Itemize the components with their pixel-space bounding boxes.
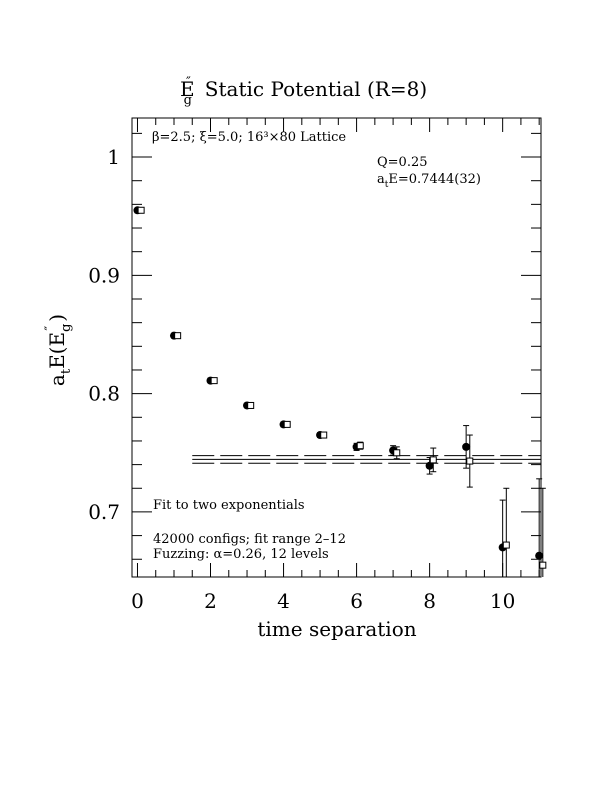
x-tick-label: 4: [277, 589, 290, 613]
x-tick-label: 8: [423, 589, 436, 613]
axis-ticks: [132, 118, 541, 577]
ylabel-prefix: a: [45, 374, 69, 386]
title-main: E: [180, 77, 195, 101]
data-point-square: [356, 442, 364, 450]
data-point-square: [466, 457, 474, 465]
x-tick-label: 10: [490, 589, 515, 613]
data-point-circle: [425, 461, 434, 470]
data-point-square: [320, 431, 328, 439]
configs-annotation: 42000 configs; fit range 2–12: [153, 532, 346, 547]
energy-annotation: atE=0.7444(32): [377, 172, 481, 190]
y-tick-label: 0.9: [88, 263, 120, 287]
y-tick-label: 0.7: [88, 500, 120, 524]
data-point-circle: [462, 442, 471, 451]
ylabel-mid: E(E: [45, 332, 69, 369]
title-rest: Static Potential (R=8): [205, 77, 427, 101]
title-sub: g: [184, 93, 192, 108]
data-point-circle: [535, 551, 544, 560]
fit-annotation: Fit to two exponentials: [153, 498, 305, 513]
data-point-square: [247, 401, 255, 409]
x-axis-label: time separation: [257, 617, 416, 641]
energy-sub: t: [385, 180, 389, 190]
ylabel-sub2: g: [59, 324, 74, 332]
plot-frame: [131, 117, 542, 578]
y-axis-label: atE(Eg″): [43, 314, 74, 386]
energy-prefix: a: [377, 172, 385, 187]
x-tick-label: 6: [350, 589, 363, 613]
tick-labels: 0 2 4 6 8 10 0.7 0.8 0.9 1: [88, 145, 515, 613]
data-point-square: [393, 449, 401, 457]
q-annotation: Q=0.25: [377, 155, 428, 170]
fuzzing-annotation: Fuzzing: α=0.26, 12 levels: [153, 547, 329, 562]
data-point-square: [174, 332, 182, 340]
data-point-square: [283, 420, 291, 428]
data-point-square: [137, 206, 145, 214]
lattice-annotation: β=2.5; ξ=5.0; 16³×80 Lattice: [152, 130, 346, 145]
data-point-square: [502, 541, 510, 549]
ylabel-sup: ″: [43, 326, 58, 331]
ylabel-end: ): [45, 314, 69, 322]
fit-lines: [192, 455, 541, 464]
y-tick-label: 0.8: [88, 382, 120, 406]
y-tick-label: 1: [107, 145, 120, 169]
data-points: [133, 206, 547, 577]
data-point-square: [210, 377, 218, 385]
chart-title: Eg ″ Static Potential (R=8): [180, 75, 427, 108]
x-tick-label: 2: [204, 589, 217, 613]
data-point-square: [429, 456, 437, 464]
energy-value: E=0.7444(32): [388, 172, 481, 187]
x-tick-label: 0: [131, 589, 144, 613]
ylabel-sub: t: [59, 368, 74, 374]
data-point-square: [539, 561, 547, 569]
title-sup: ″: [186, 75, 191, 90]
